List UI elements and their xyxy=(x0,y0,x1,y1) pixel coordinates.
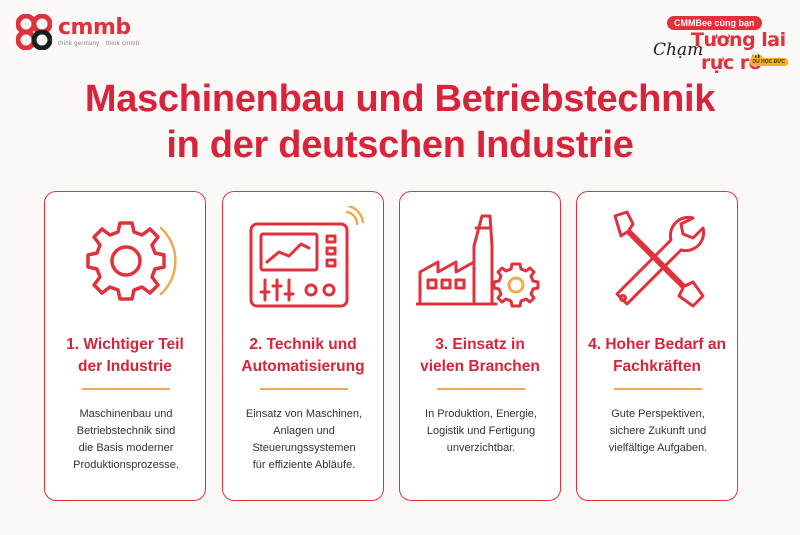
card-divider xyxy=(82,388,170,390)
promo-line1: Tương lai xyxy=(691,29,786,51)
promo-banner: CMMBee cùng bạn Tương lai Chạm rực rỡ DU… xyxy=(653,14,788,84)
card-body: Einsatz von Maschinen, Anlagen und Steue… xyxy=(245,408,363,471)
card-industries: 3. Einsatz in vielen Branchen In Produkt… xyxy=(399,191,561,501)
card-automation: 2. Technik und Automatisierung Einsatz v… xyxy=(222,191,384,501)
promo-badge: DU HỌC ĐỨC xyxy=(749,58,788,66)
tools-icon xyxy=(613,210,706,308)
gear-icon xyxy=(86,221,177,301)
brand-tagline: think germany · think cmmb xyxy=(58,41,140,47)
page-title-line1: Maschinenbau und Betriebstechnik xyxy=(84,78,716,120)
brand-name: cmmb xyxy=(58,15,131,40)
card-divider xyxy=(437,388,525,390)
card-divider xyxy=(260,388,348,390)
card-body: Gute Perspektiven, sichere Zukunft und v… xyxy=(608,408,708,454)
promo-pill: CMMBee cùng bạn xyxy=(667,16,762,30)
control-panel-icon xyxy=(249,206,365,308)
promo-line2: rực rỡ xyxy=(701,52,762,74)
page-title-line2: in der deutschen Industrie xyxy=(166,124,634,166)
card-heading: 3. Einsatz in vielen Branchen xyxy=(420,336,540,375)
card-workforce: 4. Hoher Bedarf an Fachkräften Gute Pers… xyxy=(576,191,738,501)
card-body: In Produktion, Energie, Logistik und Fer… xyxy=(425,408,537,454)
card-heading: 1. Wichtiger Teil der Industrie xyxy=(66,336,184,375)
brand-logo: cmmb think germany · think cmmb xyxy=(16,14,140,50)
promo-script: Chạm xyxy=(653,40,704,60)
card-body: Maschinenbau und Betriebstechnik sind di… xyxy=(73,408,179,471)
card-divider xyxy=(614,388,702,390)
factory-icon xyxy=(416,214,540,308)
card-heading: 2. Technik und Automatisierung xyxy=(241,336,365,375)
card-industry: 1. Wichtiger Teil der Industrie Maschine… xyxy=(44,191,206,501)
card-heading: 4. Hoher Bedarf an Fachkräften xyxy=(588,336,726,375)
logo-mark-icon xyxy=(16,14,52,50)
